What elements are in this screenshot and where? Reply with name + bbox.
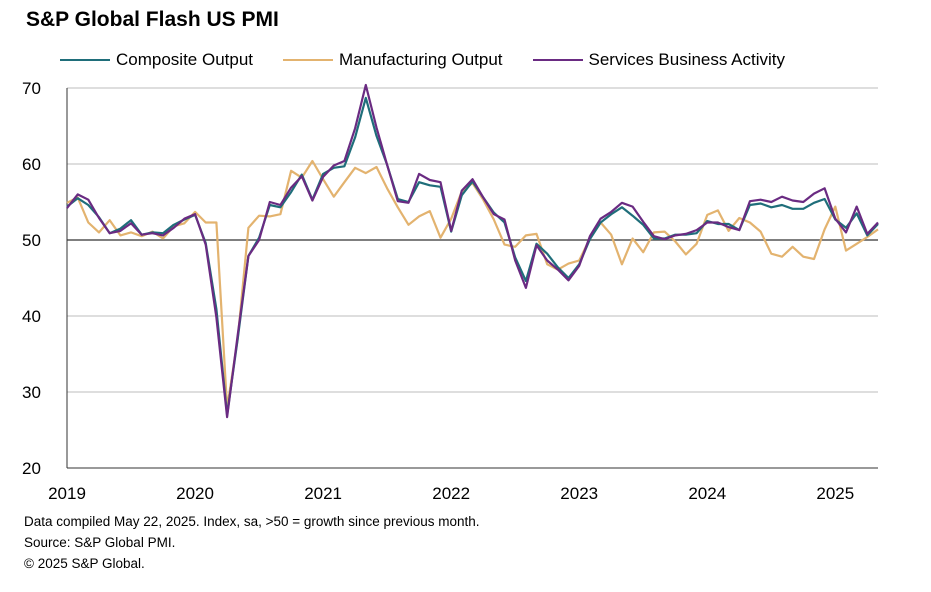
y-tick-label: 20 [22, 459, 41, 478]
legend-label-manufacturing: Manufacturing Output [339, 50, 503, 69]
series-line-composite-output [66, 96, 879, 416]
legend-label-services: Services Business Activity [588, 50, 786, 69]
y-tick-label: 30 [22, 383, 41, 402]
footnote-data-compiled: Data compiled May 22, 2025. Index, sa, >… [24, 514, 480, 529]
legend-label-composite: Composite Output [116, 50, 254, 69]
y-tick-label: 50 [22, 231, 41, 250]
legend-item-services: Services Business Activity [532, 50, 786, 70]
y-tick-label: 40 [22, 307, 41, 326]
chart-title: S&P Global Flash US PMI [26, 8, 279, 31]
y-tick-label: 70 [22, 79, 41, 98]
x-tick-label: 2022 [432, 484, 470, 503]
x-tick-label: 2024 [688, 484, 726, 503]
y-tick-label: 60 [22, 155, 41, 174]
legend-swatch-manufacturing [283, 59, 334, 61]
legend-item-manufacturing: Manufacturing Output [283, 50, 503, 70]
x-tick-label: 2020 [176, 484, 214, 503]
series-line-services-business-activity [66, 83, 879, 419]
legend-item-composite: Composite Output [60, 50, 253, 70]
footnote-source: Source: S&P Global PMI. [24, 535, 176, 550]
x-tick-label: 2023 [560, 484, 598, 503]
chart-legend: Composite Output Manufacturing Output Se… [60, 48, 815, 72]
footnote-copyright: © 2025 S&P Global. [24, 556, 145, 571]
legend-swatch-services [532, 59, 583, 61]
legend-swatch-composite [60, 59, 110, 61]
x-tick-label: 2025 [816, 484, 854, 503]
x-tick-label: 2021 [304, 484, 342, 503]
x-tick-label: 2019 [48, 484, 86, 503]
line-chart: 20 30 40 50 60 70 2019 2020 2021 2022 2023 2024 2025 [22, 79, 879, 503]
series-line-manufacturing-output [66, 159, 879, 410]
